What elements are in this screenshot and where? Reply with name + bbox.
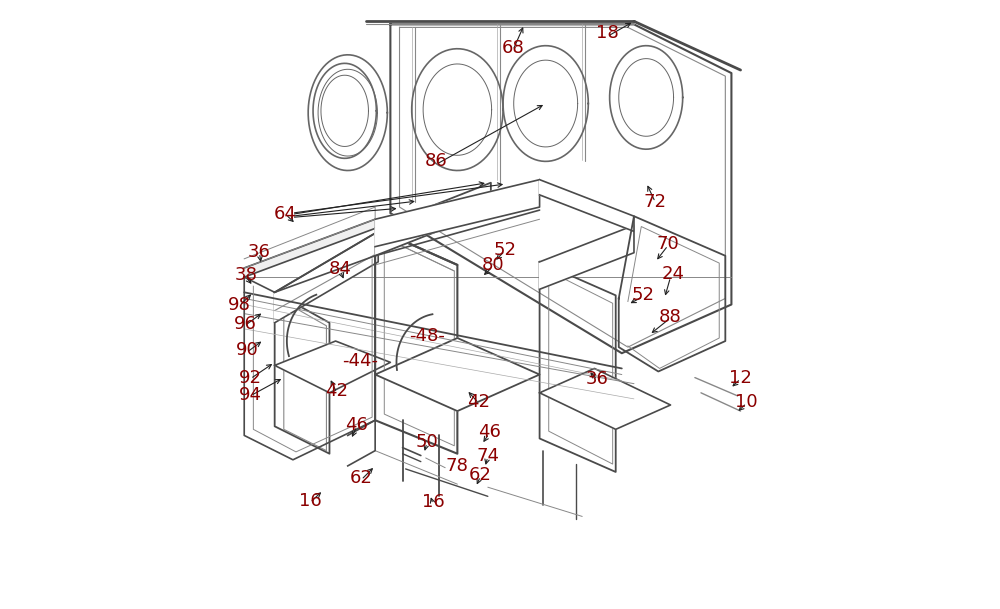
Text: -48-: -48- [409, 327, 445, 345]
Text: 92: 92 [239, 368, 262, 387]
Polygon shape [244, 219, 375, 277]
Text: 68: 68 [501, 38, 524, 57]
Text: 12: 12 [729, 368, 752, 387]
Text: 74: 74 [476, 446, 499, 465]
Text: 86: 86 [425, 152, 447, 171]
Text: 18: 18 [596, 24, 619, 43]
Text: 62: 62 [350, 469, 373, 487]
Text: 36: 36 [248, 242, 271, 261]
Text: 98: 98 [228, 295, 251, 314]
Polygon shape [540, 262, 616, 472]
Text: 94: 94 [239, 385, 262, 404]
Text: 46: 46 [345, 416, 368, 434]
Text: -44-: -44- [342, 351, 378, 370]
Polygon shape [275, 231, 378, 323]
Text: 16: 16 [299, 491, 321, 510]
Text: 64: 64 [274, 205, 297, 224]
Text: 52: 52 [632, 286, 655, 304]
Text: 42: 42 [325, 382, 348, 400]
Polygon shape [540, 225, 634, 289]
Text: 90: 90 [236, 341, 259, 359]
Text: 50: 50 [416, 432, 438, 451]
Text: 16: 16 [422, 493, 444, 512]
Polygon shape [540, 180, 634, 231]
Text: 24: 24 [662, 265, 685, 283]
Text: 38: 38 [235, 266, 257, 284]
Text: 88: 88 [659, 308, 682, 326]
Text: 84: 84 [329, 260, 352, 278]
Text: 70: 70 [657, 234, 679, 253]
Polygon shape [619, 216, 725, 371]
Text: 46: 46 [478, 423, 500, 442]
Text: 62: 62 [469, 466, 492, 484]
Text: 96: 96 [234, 315, 257, 333]
Text: 80: 80 [481, 256, 504, 274]
Text: 42: 42 [467, 393, 490, 411]
Polygon shape [375, 338, 540, 411]
Polygon shape [375, 228, 457, 454]
Polygon shape [375, 183, 491, 256]
Polygon shape [275, 341, 390, 393]
Text: 10: 10 [735, 393, 758, 411]
Polygon shape [375, 180, 540, 247]
Text: 78: 78 [446, 457, 469, 475]
Text: 72: 72 [644, 193, 667, 211]
Text: 36: 36 [586, 370, 609, 388]
Text: 52: 52 [493, 241, 516, 259]
Polygon shape [540, 368, 671, 429]
